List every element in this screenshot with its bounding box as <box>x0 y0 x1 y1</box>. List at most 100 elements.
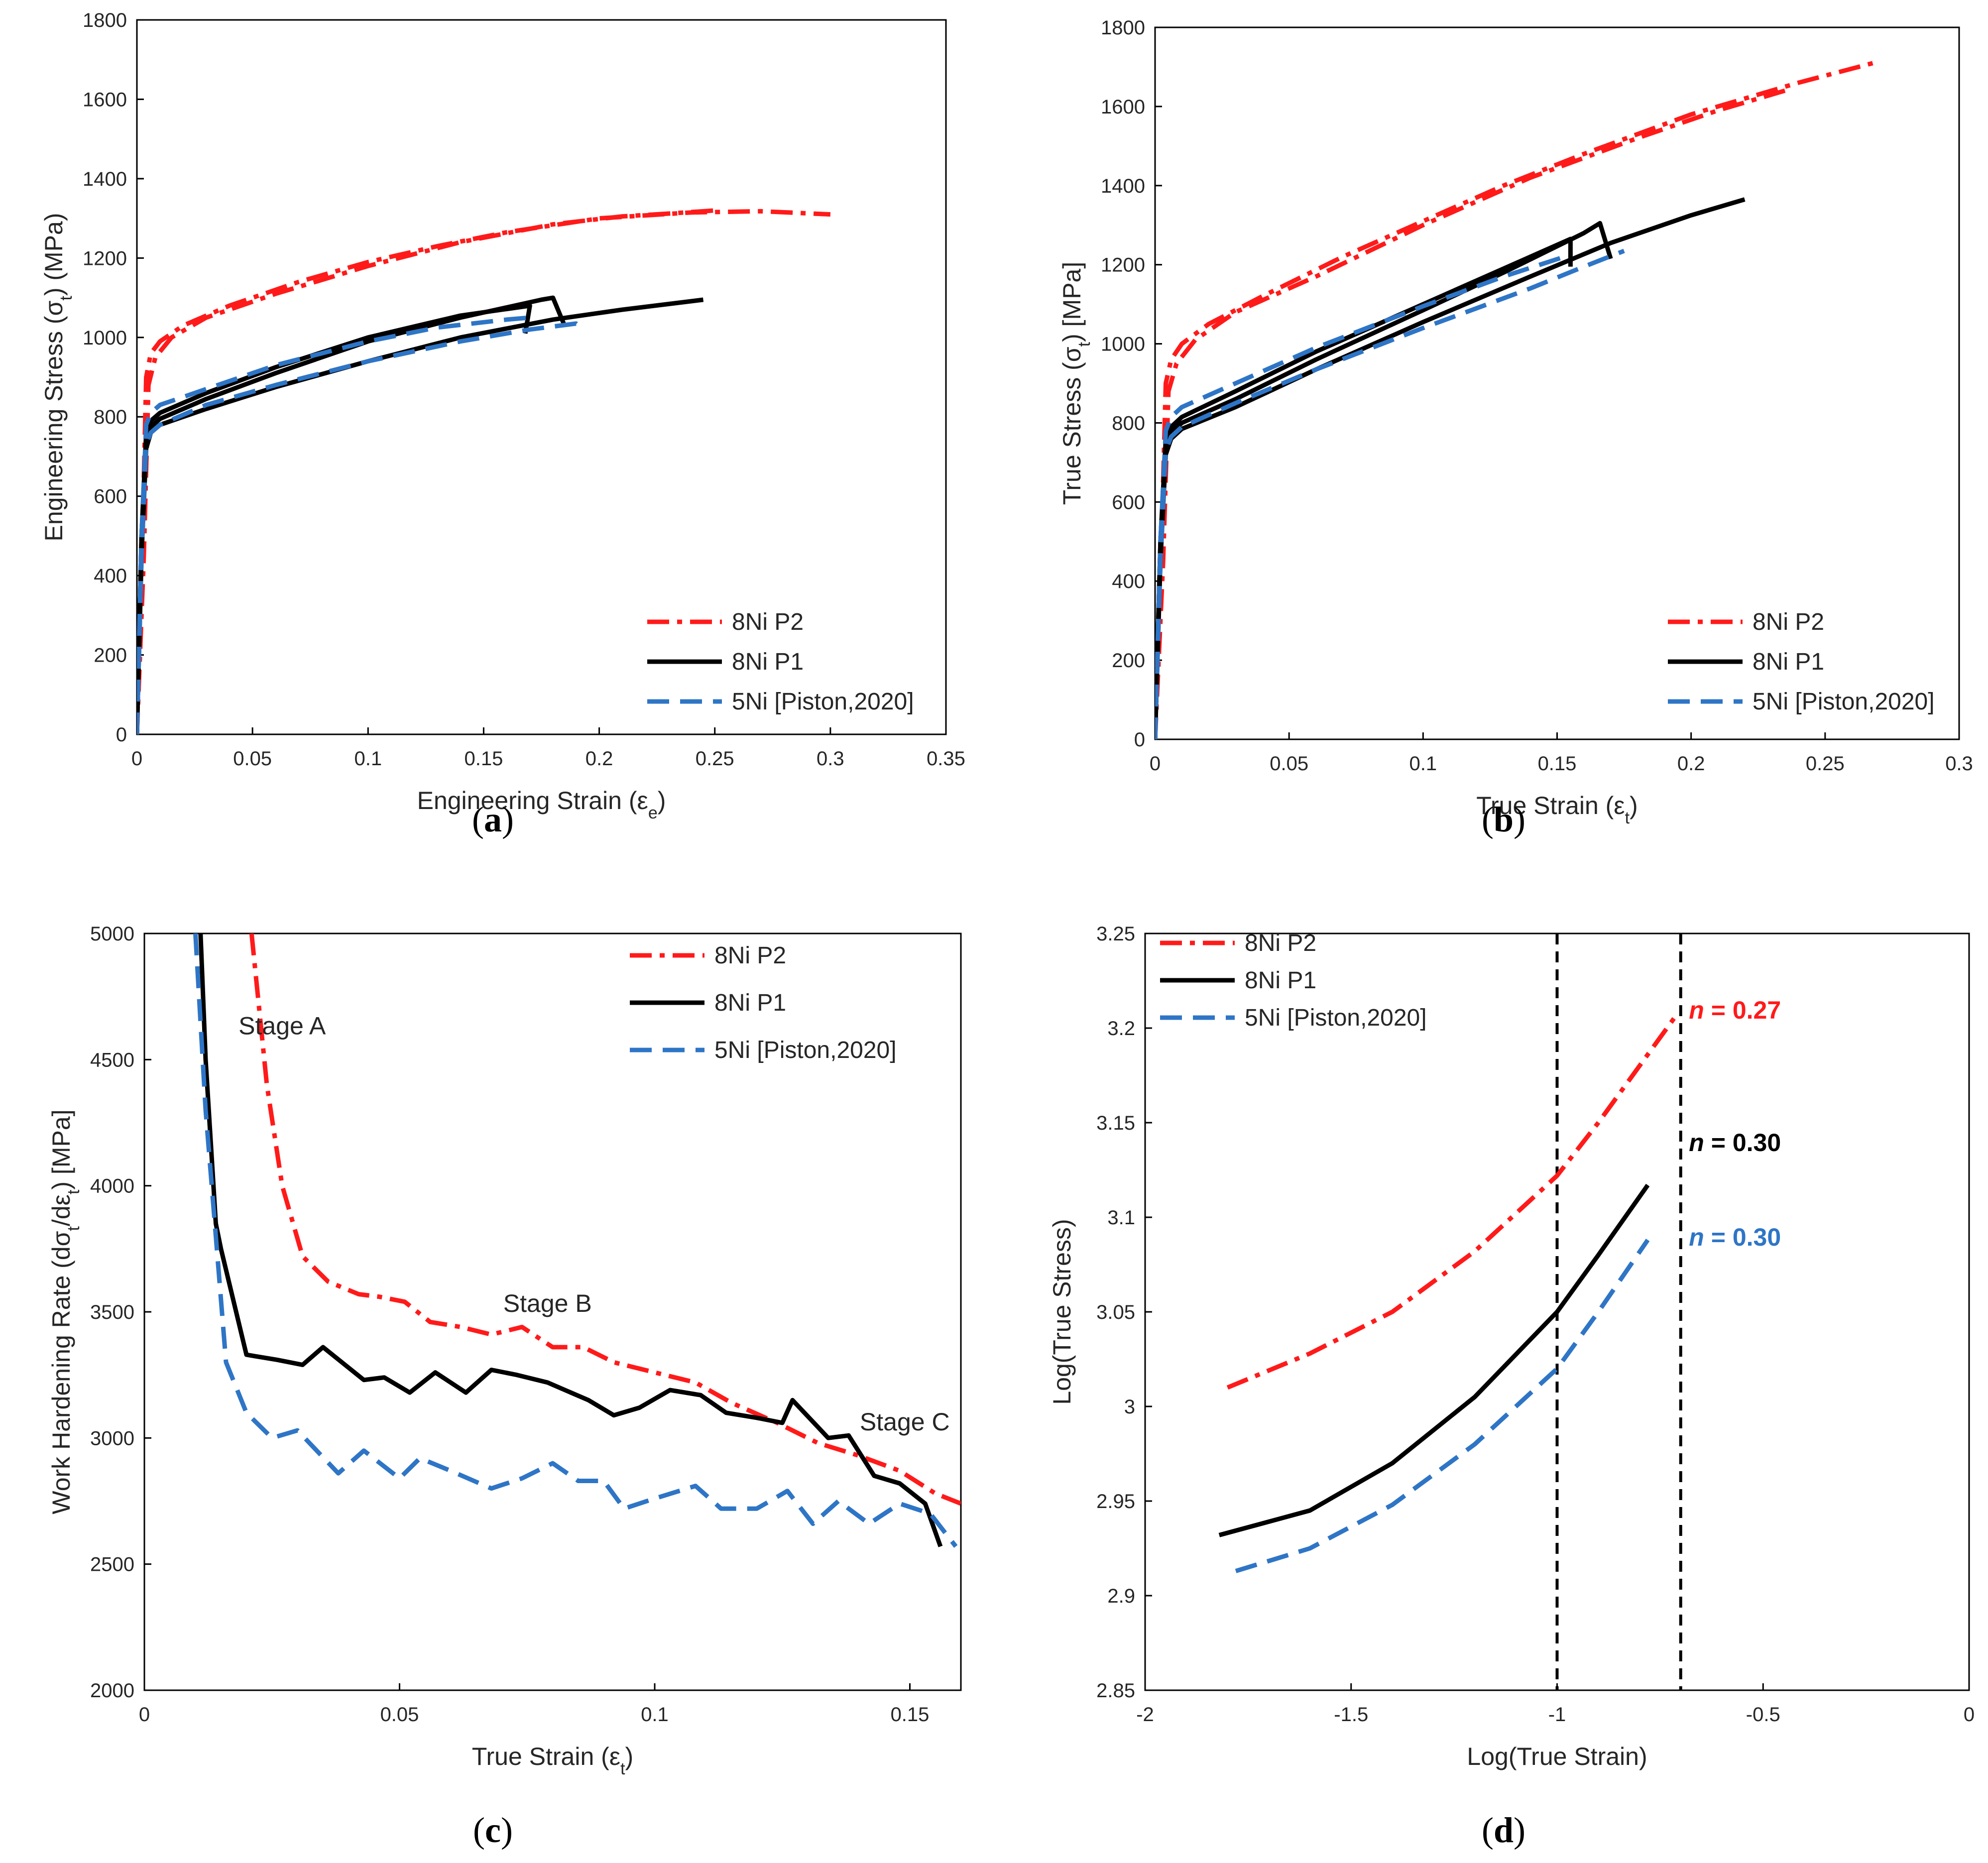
y-tick-label: 800 <box>94 406 127 428</box>
x-tick-label: -2 <box>1136 1704 1154 1726</box>
n-value-label: n = 0.30 <box>1689 1129 1781 1157</box>
legend-c: 8Ni P2 8Ni P1 5Ni [Piston,2020] <box>630 942 897 1063</box>
y-tick-label: 400 <box>94 565 127 587</box>
series-line-n5 <box>1235 1239 1650 1573</box>
x-tick-label: 0 <box>139 1704 150 1726</box>
x-tick-label: 0.1 <box>1409 753 1437 775</box>
x-tick-label: -1.5 <box>1334 1704 1368 1726</box>
x-tick-label: 0 <box>131 748 142 770</box>
legend-label: 8Ni P2 <box>714 942 786 969</box>
legend-label: 8Ni P2 <box>1753 609 1824 635</box>
x-tick-label: 0.2 <box>585 748 613 770</box>
y-tick-label: 3500 <box>90 1301 134 1323</box>
series-line-n5 <box>1155 252 1571 739</box>
panel-c: 0 0.05 0.1 0.15 2000 2500 3000 3500 4000 4500 5000… <box>47 923 962 1850</box>
panel-caption: (d) <box>1482 1810 1525 1850</box>
y-tick-label: 1200 <box>1101 254 1145 276</box>
y-axis-title: Log(True Stress) <box>1048 1219 1076 1404</box>
y-tick-label: 3.1 <box>1107 1207 1135 1229</box>
series-line-p2 <box>137 208 715 734</box>
x-tick-label: -0.5 <box>1746 1704 1780 1726</box>
legend-label: 8Ni P2 <box>732 609 804 635</box>
legend-label: 8Ni P1 <box>1753 649 1824 675</box>
legend-label: 8Ni P1 <box>732 649 804 675</box>
x-tick-label: -1 <box>1548 1704 1566 1726</box>
y-tick-label: 1200 <box>83 247 127 269</box>
y-tick-label: 2000 <box>90 1680 134 1702</box>
series-line-p1 <box>198 933 943 1547</box>
plot-frame-a <box>136 19 947 735</box>
x-tick-label: 0.3 <box>817 748 844 770</box>
series-line-n5 <box>1155 248 1625 739</box>
y-tick-label: 4500 <box>90 1049 134 1071</box>
y-tick-label: 0 <box>1134 729 1145 751</box>
y-tick-label: 400 <box>1112 571 1145 592</box>
series-group <box>1218 1013 1679 1573</box>
n-value-label: n = 0.30 <box>1689 1223 1781 1251</box>
y-tick-label: 1000 <box>1101 334 1145 355</box>
x-tick-label: 0.15 <box>1538 753 1577 775</box>
y-tick-label: 1400 <box>83 168 127 190</box>
stage-annotation: Stage A <box>238 1012 326 1040</box>
y-tick-label: 1600 <box>1101 96 1145 118</box>
series-line-p1 <box>1218 1183 1650 1537</box>
x-tick-label: 0.1 <box>354 748 382 770</box>
y-tick-label: 2.85 <box>1096 1680 1135 1702</box>
n-value-label: n = 0.27 <box>1689 996 1781 1024</box>
y-tick-label: 2.9 <box>1107 1585 1135 1607</box>
panel-caption: (c) <box>473 1810 513 1850</box>
y-tick-label: 3.2 <box>1107 1018 1135 1040</box>
legend-label: 5Ni [Piston,2020] <box>732 689 914 715</box>
legend-label: 8Ni P1 <box>714 990 786 1016</box>
y-tick-label: 1800 <box>1101 17 1145 39</box>
y-tick-label: 600 <box>94 486 127 508</box>
y-tick-label: 5000 <box>90 923 134 945</box>
stage-annotation: Stage C <box>860 1408 950 1436</box>
x-tick-label: 0.25 <box>1806 753 1845 775</box>
panel-a: 0 0.05 0.1 0.15 0.2 0.25 0.3 0.35 0 200 400 600 800 1… <box>40 9 965 839</box>
y-tick-label: 600 <box>1112 491 1145 513</box>
panels: 0 0.05 0.1 0.15 0.2 0.25 0.3 0.35 0 200 400 600 800 1… <box>40 9 1975 1850</box>
x-tick-label: 0.2 <box>1677 753 1705 775</box>
y-tick-label: 3 <box>1124 1396 1135 1418</box>
y-axis-title: True Stress (σt) [MPa] <box>1058 262 1094 505</box>
x-tick-label: 0.05 <box>1270 753 1308 775</box>
legend-label: 5Ni [Piston,2020] <box>1753 689 1935 715</box>
panel-caption: (b) <box>1482 800 1525 839</box>
y-tick-label: 3000 <box>90 1427 134 1449</box>
legend-label: 8Ni P2 <box>1245 930 1316 956</box>
y-tick-label: 1800 <box>83 9 127 31</box>
x-tick-label: 0.05 <box>380 1704 419 1726</box>
x-tick-label: 0.1 <box>641 1704 669 1726</box>
y-tick-label: 3.25 <box>1096 923 1135 945</box>
series-line-p2 <box>1226 1013 1679 1390</box>
x-axis-title: True Strain (εt) <box>472 1743 633 1778</box>
series-line-p2 <box>1155 61 1874 739</box>
panel-caption: (a) <box>472 800 514 839</box>
series-line-p2 <box>249 933 961 1506</box>
y-tick-label: 0 <box>116 724 127 746</box>
series-line-p2 <box>1155 88 1786 739</box>
x-tick-label: 0.15 <box>891 1704 930 1726</box>
legend-d: 8Ni P2 8Ni P1 5Ni [Piston,2020] <box>1160 930 1427 1031</box>
y-tick-label: 1000 <box>83 327 127 349</box>
stage-annotation: Stage B <box>503 1289 592 1317</box>
y-tick-label: 200 <box>94 645 127 667</box>
series-group <box>137 208 831 734</box>
y-tick-label: 1400 <box>1101 175 1145 197</box>
y-tick-label: 4000 <box>90 1175 134 1197</box>
legend-label: 5Ni [Piston,2020] <box>1245 1005 1427 1031</box>
y-tick-label: 3.15 <box>1096 1112 1135 1134</box>
y-tick-label: 200 <box>1112 650 1145 672</box>
panel-b: 0 0.05 0.1 0.15 0.2 0.25 0.3 0 200 400 600 800 1000 1… <box>1058 17 1973 839</box>
x-tick-label: 0.3 <box>1945 753 1973 775</box>
y-tick-label: 2.95 <box>1096 1491 1135 1513</box>
x-tick-label: 0 <box>1150 753 1161 775</box>
y-axis-title: Engineering Stress (σt) (MPa) <box>40 213 76 542</box>
legend-label: 8Ni P1 <box>1245 967 1316 994</box>
y-tick-label: 3.05 <box>1096 1301 1135 1323</box>
y-tick-label: 800 <box>1112 412 1145 434</box>
series-group <box>193 933 961 1548</box>
